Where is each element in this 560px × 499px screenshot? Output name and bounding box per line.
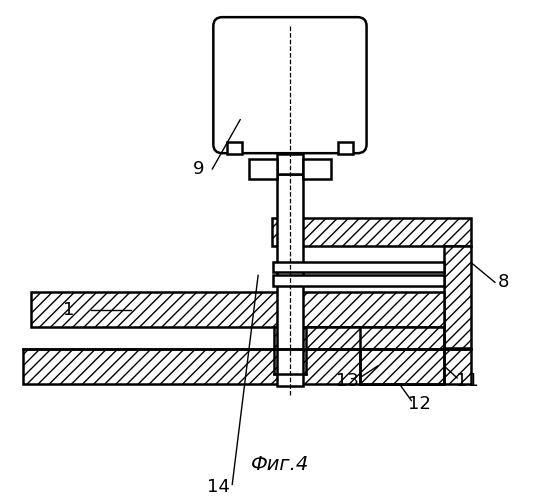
Bar	[444, 246, 471, 348]
Bar	[277, 174, 303, 386]
Text: 14: 14	[207, 479, 230, 497]
Bar	[273, 275, 444, 286]
Bar	[277, 154, 303, 174]
Bar	[273, 261, 444, 272]
Bar	[303, 159, 331, 179]
Bar	[24, 349, 471, 384]
Bar	[227, 142, 242, 154]
FancyBboxPatch shape	[213, 17, 367, 153]
Text: 1: 1	[63, 301, 74, 319]
Bar	[306, 327, 444, 349]
Bar	[249, 159, 277, 179]
Text: 9: 9	[193, 160, 204, 178]
Bar	[274, 327, 360, 349]
Text: 13: 13	[336, 372, 359, 390]
Text: 8: 8	[498, 273, 510, 291]
Bar	[272, 218, 471, 246]
Text: 11: 11	[456, 372, 478, 390]
Bar	[338, 142, 353, 154]
Text: Фиг.4: Фиг.4	[251, 455, 309, 474]
Bar	[360, 349, 444, 384]
Bar	[31, 292, 444, 327]
Text: 12: 12	[408, 395, 431, 413]
